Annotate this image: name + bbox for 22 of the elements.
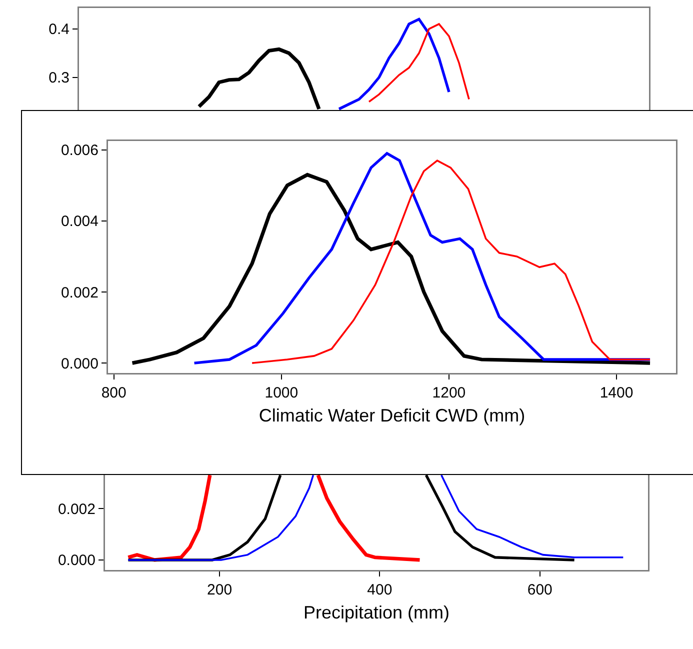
y-tick-label: 0.002 <box>58 500 96 518</box>
x-axis-title: Precipitation (mm) <box>303 602 450 622</box>
y-tick-label: 0.3 <box>48 70 70 87</box>
line-series <box>251 160 651 364</box>
line-series <box>192 152 652 364</box>
line-series <box>338 18 450 110</box>
y-tick-label: 0.004 <box>60 213 98 230</box>
y-tick-label: 0.002 <box>60 284 98 302</box>
y-tick-label: 0.006 <box>60 142 98 160</box>
x-tick-label: 1000 <box>264 384 298 402</box>
x-tick-label: 1200 <box>432 384 466 402</box>
x-tick-label: 800 <box>101 384 126 402</box>
line-series <box>368 23 470 103</box>
x-tick-label: 400 <box>367 582 392 598</box>
y-tick-label: 0.000 <box>58 552 96 570</box>
y-tick-label: 0.000 <box>60 355 98 372</box>
x-tick-label: 1400 <box>600 384 634 402</box>
line-series <box>130 172 652 365</box>
x-tick-label: 200 <box>207 582 232 598</box>
x-axis-title: Climatic Water Deficit CWD (mm) <box>258 405 526 426</box>
y-tick-label: 0.4 <box>48 21 70 38</box>
x-tick-label: 600 <box>527 582 552 598</box>
